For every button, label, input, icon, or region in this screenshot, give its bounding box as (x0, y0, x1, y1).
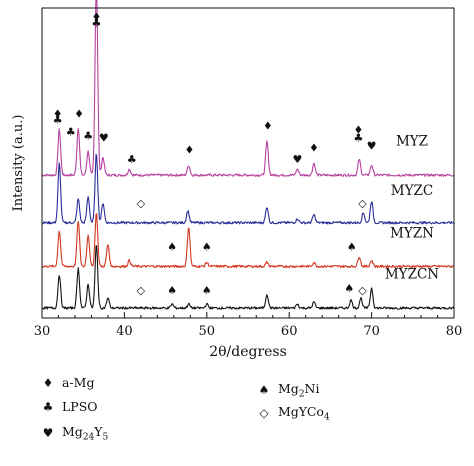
phase-marker-lpso: ♣ (66, 125, 76, 138)
series-label-myzn: MYZN (390, 226, 434, 242)
phase-marker-lpso: ♣ (353, 131, 363, 144)
phase-marker-mg2ni: ♠ (167, 240, 177, 253)
phase-marker-mg2ni: ♠ (344, 282, 354, 295)
x-tick-label: 30 (34, 324, 51, 339)
phase-marker-lpso: ♣ (53, 114, 63, 127)
phase-marker-mgyco4: ◇ (137, 197, 146, 210)
x-axis: 30 40 50 60 70 80 (34, 312, 463, 339)
phase-marker-lpso: ♣ (83, 129, 93, 142)
x-tick-label: 50 (199, 324, 216, 339)
phase-marker-mg24y5: ♥ (367, 139, 377, 152)
phase-marker-a-mg: ♦ (74, 108, 84, 121)
phase-marker-mgyco4: ◇ (358, 197, 367, 210)
annotation-layer: ♦♣ ♦♣ ♣♦♣♥♣♦♦♥♦♦♣♥◇ ◇♠ ♠ ♠◇ ♠ ♠ ♠ ◇ (53, 10, 377, 297)
phase-marker-a-mg: ♦ (185, 143, 195, 156)
series-layer (41, 0, 455, 310)
series-line-myz (41, 0, 455, 177)
x-tick-label: 60 (281, 324, 298, 339)
phase-marker-mg2ni: ♠ (202, 240, 212, 253)
phase-marker-mg24y5: ♥ (99, 131, 109, 144)
phase-marker-a-mg: ♦ (353, 123, 363, 136)
phase-marker-a-mg: ♦ (91, 10, 101, 23)
x-tick-label: 80 (446, 324, 463, 339)
phase-marker-mg24y5: ♥ (293, 153, 303, 166)
phase-marker-mgyco4: ◇ (137, 284, 146, 297)
phase-marker-mgyco4: ◇ (358, 284, 367, 297)
phase-marker-mg2ni: ♠ (347, 240, 357, 253)
phase-marker-mg2ni: ♠ (167, 284, 177, 297)
series-line-myzcn (41, 245, 455, 310)
x-axis-label: 2θ/degress (209, 344, 287, 360)
phase-marker-a-mg: ♦ (309, 141, 319, 154)
series-line-myzc (41, 153, 455, 225)
x-tick-label: 40 (116, 324, 133, 339)
phase-marker-mg2ni: ♠ (202, 284, 212, 297)
phase-marker-lpso: ♣ (91, 16, 101, 29)
x-tick-label: 70 (363, 324, 380, 339)
series-label-myz: MYZ (396, 133, 428, 149)
phase-marker-a-mg: ♦ (53, 108, 63, 121)
series-label-myzcn: MYZCN (385, 266, 439, 282)
phase-marker-lpso: ♣ (127, 153, 137, 166)
series-line-myzn (41, 213, 455, 269)
y-axis-label: Intensity (a.u.) (11, 115, 26, 212)
series-label-myzc: MYZC (391, 183, 433, 199)
plot-frame (41, 7, 455, 319)
phase-marker-a-mg: ♦ (263, 119, 273, 132)
